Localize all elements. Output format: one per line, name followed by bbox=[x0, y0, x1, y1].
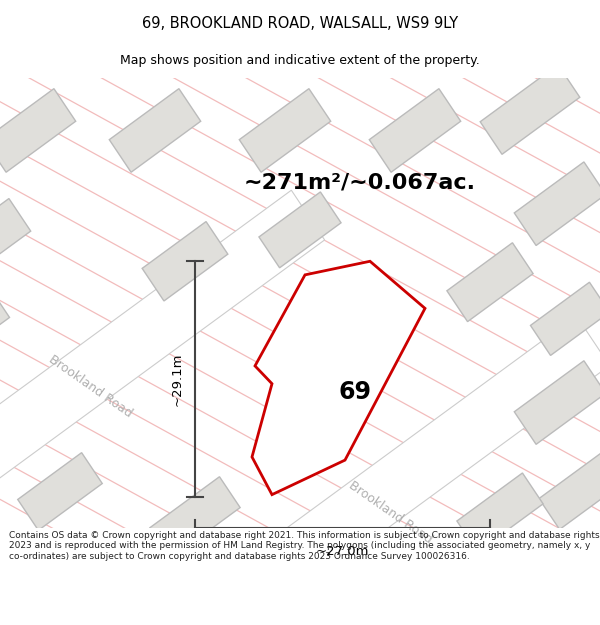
Text: ~271m²/~0.067ac.: ~271m²/~0.067ac. bbox=[244, 173, 476, 192]
Polygon shape bbox=[18, 452, 102, 531]
Text: 69: 69 bbox=[338, 380, 371, 404]
Polygon shape bbox=[480, 65, 580, 154]
Polygon shape bbox=[151, 316, 600, 625]
Text: 69, BROOKLAND ROAD, WALSALL, WS9 9LY: 69, BROOKLAND ROAD, WALSALL, WS9 9LY bbox=[142, 16, 458, 31]
Text: ~27.0m: ~27.0m bbox=[316, 544, 369, 558]
Polygon shape bbox=[0, 89, 76, 172]
Text: Contains OS data © Crown copyright and database right 2021. This information is : Contains OS data © Crown copyright and d… bbox=[9, 531, 599, 561]
Polygon shape bbox=[447, 242, 533, 322]
Text: ~29.1m: ~29.1m bbox=[170, 352, 184, 406]
Polygon shape bbox=[539, 454, 600, 529]
Polygon shape bbox=[142, 222, 228, 301]
Polygon shape bbox=[0, 288, 10, 361]
Polygon shape bbox=[514, 361, 600, 444]
Text: Brookland Road: Brookland Road bbox=[346, 479, 434, 546]
Polygon shape bbox=[252, 261, 425, 494]
Polygon shape bbox=[457, 473, 543, 552]
Text: Map shows position and indicative extent of the property.: Map shows position and indicative extent… bbox=[120, 54, 480, 68]
Polygon shape bbox=[150, 477, 240, 559]
Polygon shape bbox=[0, 199, 31, 282]
Polygon shape bbox=[239, 89, 331, 172]
Polygon shape bbox=[0, 190, 325, 552]
Polygon shape bbox=[109, 89, 201, 172]
Polygon shape bbox=[530, 282, 600, 356]
Polygon shape bbox=[514, 162, 600, 246]
Text: Brookland Road: Brookland Road bbox=[46, 353, 134, 421]
Polygon shape bbox=[259, 192, 341, 268]
Polygon shape bbox=[369, 89, 461, 172]
